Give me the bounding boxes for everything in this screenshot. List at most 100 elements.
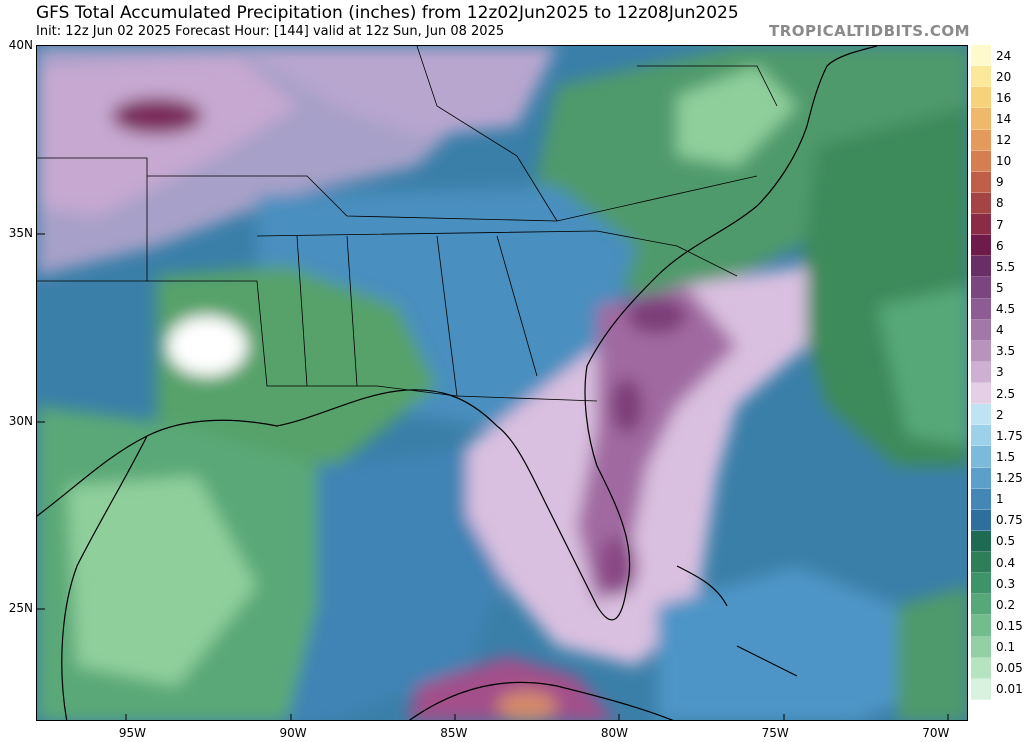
colorbar-swatch [971,404,991,426]
border-ks-ok [37,157,148,282]
border-southern [147,280,458,397]
colorbar-swatch [971,150,991,172]
texas-light-green [67,476,257,686]
bahamas-islands [676,565,798,677]
colorbar-swatch [971,446,991,468]
map-subtitle: Init: 12z Jun 02 2025 Forecast Hour: [14… [36,24,505,39]
lon-label: 90W [279,726,307,740]
lon-label: 80W [600,726,629,740]
border-northern [147,175,758,222]
precip-shading [37,46,967,720]
colorbar-label: 20 [996,69,1012,84]
lon-label: 75W [761,726,789,740]
colorbar-swatch [971,361,991,383]
south-florida-max [597,536,637,596]
colorbar-swatch [971,87,991,109]
colorbar-swatch [971,129,991,151]
colorbar-label: 24 [996,48,1012,63]
map-svg [37,46,967,720]
border-tn-nc [256,230,738,277]
colorbar-swatch [971,256,991,278]
colorbar-swatch [971,45,991,67]
lat-label: 25N [8,601,33,616]
border-meridional [296,235,538,397]
colorbar-swatch [971,340,991,362]
colorbar-label: 0.5 [996,534,1016,549]
cuba-coast [408,681,674,720]
colorbar-swatch [971,467,991,489]
colorbar-swatch [971,488,991,510]
colorbar-label: 0.15 [996,618,1023,633]
colorbar-label: 2 [996,407,1004,422]
lon-label: 95W [118,726,146,740]
precipitation-colorbar: 24 20 16 14 12 10 9 8 7 6 5.5 5 4.5 4 3.5 3 2.5 2 1.75 1.5 1… [968,45,1024,721]
colorbar-swatch [971,171,991,193]
colorbar-swatch [971,636,991,658]
colorbar-swatch [971,235,991,257]
colorbar-swatch [971,573,991,595]
colorbar-label: 1 [996,492,1004,507]
colorbar-swatch [971,678,991,700]
colorbar-swatch [971,66,991,88]
precipitation-map [36,45,968,721]
border-pa-md [637,65,778,107]
colorbar-label: 0.4 [996,555,1016,570]
colorbar-label: 6 [996,238,1004,253]
colorbar-swatch [971,383,991,405]
colorbar-label: 5.5 [996,259,1016,274]
colorbar-swatch [971,277,991,299]
colorbar-label: 3.5 [996,344,1016,359]
atlantic-green [537,46,967,296]
cuba-maximum [497,691,557,720]
louisiana-dry [167,316,247,376]
colorbar-label: 14 [996,111,1012,126]
colorbar-label: 7 [996,217,1004,232]
colorbar-swatch [971,192,991,214]
colorbar-swatch [971,615,991,637]
colorbar-swatch [971,509,991,531]
colorbar-label: 0.3 [996,576,1016,591]
tick-marks [37,233,949,720]
colorbar-swatch [971,594,991,616]
border-ga-fl [456,395,598,402]
plains-max [112,98,202,134]
colorbar-swatch [971,552,991,574]
colorbar-swatch [971,298,991,320]
colorbar-label: 4 [996,323,1004,338]
lon-label: 70W [922,726,950,740]
cuba-purple [407,656,616,720]
colorbar-label: 4.5 [996,302,1016,317]
colorbar-label: 9 [996,175,1004,190]
offshore-max [611,378,643,434]
colorbar-label: 0.1 [996,640,1016,655]
colorbar-label: 1.5 [996,449,1016,464]
colorbar-label: 3 [996,365,1004,380]
coastlines [37,46,878,720]
map-title: GFS Total Accumulated Precipitation (inc… [36,3,739,23]
border-ky [416,46,558,222]
bahamas-blue [657,566,937,720]
site-watermark: TROPICALTIDBITS.COM [769,22,970,40]
state-borders [37,46,778,402]
virginia-light-green [677,66,797,166]
colorbar-label: 0.2 [996,597,1016,612]
atlantic-green-patch [877,286,967,446]
central-gulf-blue [287,446,517,720]
colorbar-label: 12 [996,133,1012,148]
colorbar-label: 0.05 [996,661,1023,676]
colorbar-label: 1.25 [996,471,1023,486]
colorbar-label: 1.75 [996,428,1023,443]
colorbar-swatch [971,214,991,236]
lat-label: 35N [8,225,33,240]
gulf-coast-green [157,266,437,466]
caribbean-green [897,586,967,720]
colorbar-label: 0.75 [996,513,1023,528]
colorbar-swatch [971,657,991,679]
colorbar-label: 10 [996,154,1012,169]
atlantic-purple-band [577,286,737,606]
carolina-max [627,298,687,334]
lat-label: 30N [8,413,33,428]
ohio-valley-pink [237,46,557,136]
lat-label: 40N [8,38,33,52]
colorbar-swatch [971,319,991,341]
